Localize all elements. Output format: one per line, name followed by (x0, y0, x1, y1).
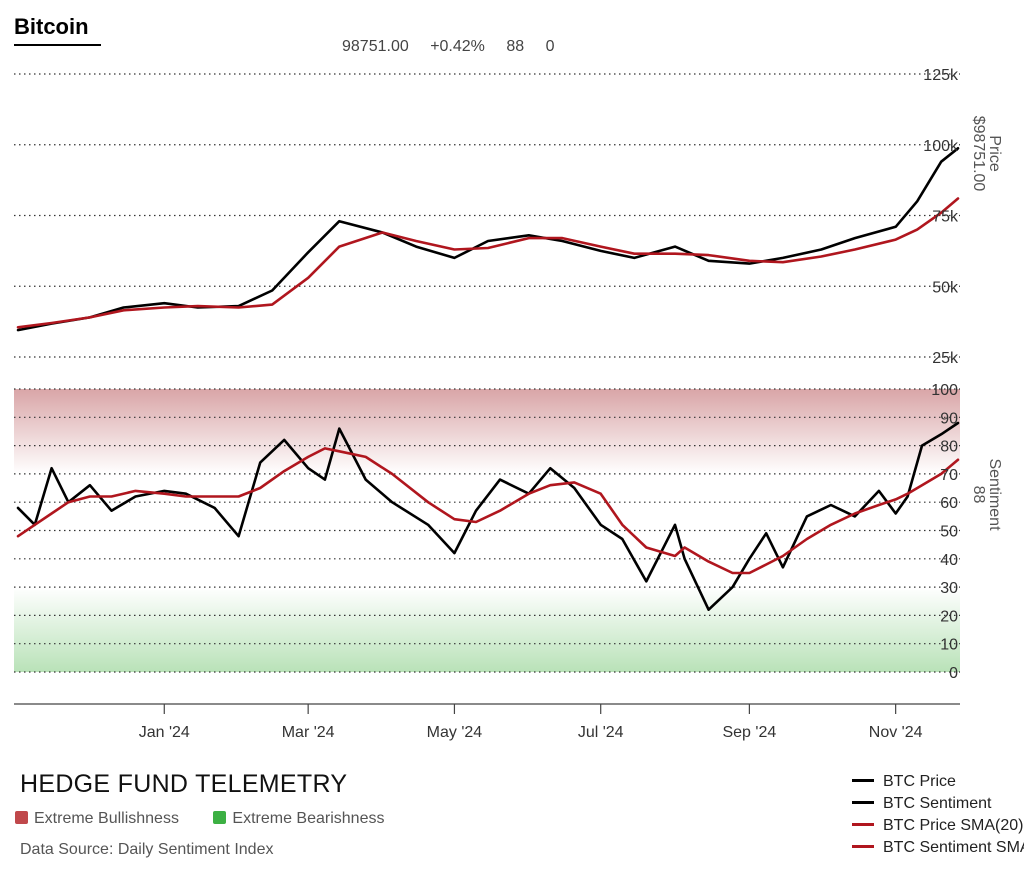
y-tick-label: 40 (940, 552, 958, 569)
y-tick-label: 100 (931, 382, 958, 399)
legend-line (852, 801, 874, 804)
legend-label: BTC Sentiment (883, 795, 992, 812)
last-value-label: 88 (970, 486, 987, 504)
x-tick-label: Nov '24 (869, 724, 923, 741)
bull-swatch (15, 811, 28, 824)
x-tick-label: Jan '24 (139, 724, 190, 741)
last-value-label: $98751.00 (970, 116, 987, 192)
key-extreme-bullishness: Extreme Bullishness (15, 810, 179, 828)
legend-item-btc-sentiment: BTC Sentiment (852, 793, 1024, 815)
brand-name: HEDGE FUND TELEMETRY (20, 770, 348, 798)
key-extreme-bearishness: Extreme Bearishness (213, 810, 384, 828)
y-tick-label: 50 (940, 524, 958, 541)
axis-title: Price (986, 135, 1003, 172)
legend-label: BTC Sentiment SMA(20) (883, 839, 1024, 856)
band-extreme-bearishness (14, 587, 960, 672)
legend-line (852, 823, 874, 826)
y-tick-label: 100k (923, 138, 959, 155)
y-tick-label: 50k (932, 279, 959, 296)
y-tick-label: 20 (940, 608, 958, 625)
y-tick-label: 25k (932, 350, 959, 367)
y-tick-label: 70 (940, 467, 958, 484)
series-line-btc-price-sma-20- (16, 197, 960, 329)
legend-label: BTC Price SMA(20) (883, 817, 1024, 834)
x-tick-label: Sep '24 (722, 724, 776, 741)
chart-canvas: 25k 50k 75k 100k 125k Price$98751.00 0 10 20 30 40… (14, 67, 1003, 741)
series-legend: BTC Price BTC Sentiment BTC Price SMA(20… (852, 771, 1024, 859)
y-tick-label: 80 (940, 439, 958, 456)
series-line-btc-price (16, 147, 960, 332)
data-source: Data Source: Daily Sentiment Index (20, 841, 274, 858)
y-tick-label: 125k (923, 67, 959, 84)
y-tick-label: 60 (940, 495, 958, 512)
legend-item-btc-price: BTC Price (852, 771, 1024, 793)
y-tick-label: 0 (949, 665, 958, 682)
bear-swatch (213, 811, 227, 824)
stat-change: +0.42% (430, 38, 485, 55)
y-tick-label: 90 (940, 410, 958, 427)
key-label-bull: Extreme Bullishness (34, 810, 179, 827)
band-key: Extreme Bullishness Extreme Bearishness (15, 810, 414, 828)
axis-title: Sentiment (986, 458, 1003, 531)
stat-sentiment: 88 (506, 38, 525, 55)
series-line-btc-sentiment-sma-20- (16, 447, 960, 575)
x-tick-label: Jul '24 (578, 724, 624, 741)
x-tick-label: Mar '24 (282, 724, 335, 741)
key-label-bear: Extreme Bearishness (232, 810, 385, 827)
stat-extra: 0 (545, 38, 555, 55)
legend-line (852, 779, 874, 782)
y-tick-label: 75k (932, 209, 959, 226)
legend-label: BTC Price (883, 773, 956, 790)
axis-title-group: Price$98751.00 (970, 116, 1003, 192)
series-line-btc-sentiment (16, 421, 960, 612)
x-tick-label: May '24 (427, 724, 483, 741)
stats-row: 98751.00 +0.42% 88 0 (342, 38, 572, 56)
chart-title: Bitcoin (14, 14, 89, 39)
stat-last-price: 98751.00 (342, 38, 409, 55)
legend-item-btc-price-sma: BTC Price SMA(20) (852, 815, 1024, 837)
legend-item-btc-sentiment-sma: BTC Sentiment SMA(20) (852, 837, 1024, 859)
y-tick-label: 30 (940, 580, 958, 597)
band-extreme-bullishness (14, 389, 960, 474)
y-tick-label: 10 (940, 637, 958, 654)
title-underline (14, 44, 101, 46)
legend-line (852, 845, 874, 848)
